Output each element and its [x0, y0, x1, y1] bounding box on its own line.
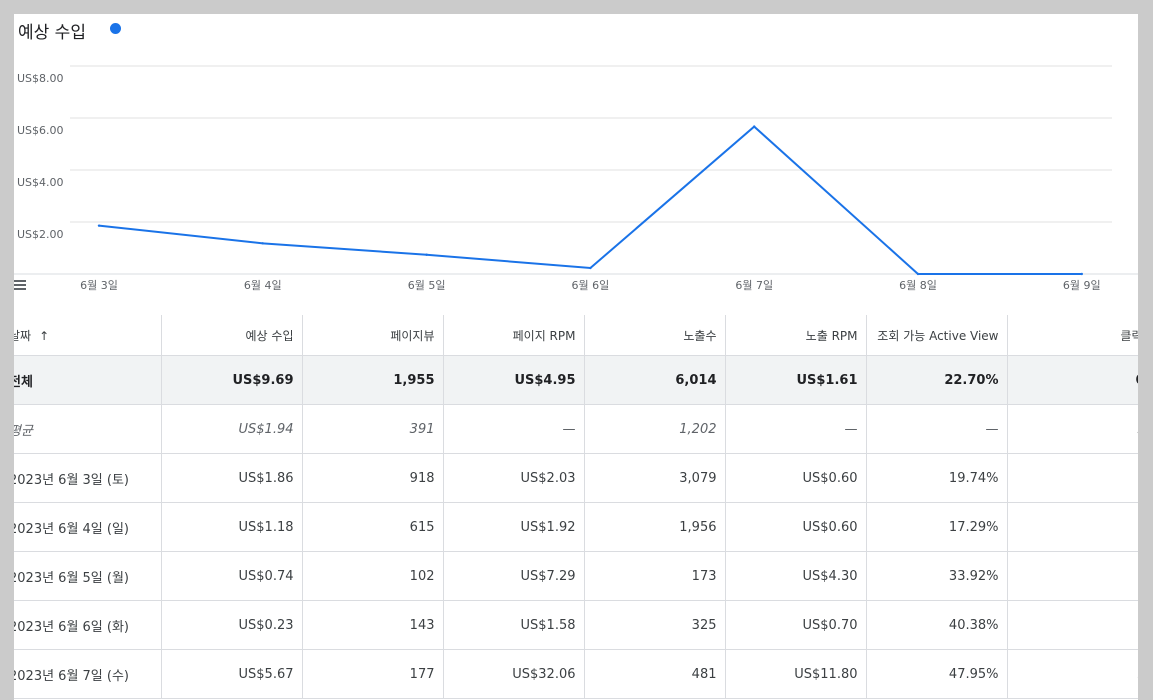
header-page-views[interactable]: 페이지뷰 [302, 315, 444, 356]
data-point [1080, 272, 1084, 276]
table-cell: US$0.60 [725, 502, 867, 552]
table-cell: 2023년 6월 7일 (수) [14, 649, 162, 699]
table-cell: 615 [302, 502, 444, 552]
header-estimated-earnings[interactable]: 예상 수입 [161, 315, 303, 356]
header-clicks[interactable]: 클릭수 [1007, 315, 1138, 356]
table-cell: US$0.70 [725, 600, 867, 650]
table-cell: US$9.69 [161, 355, 303, 405]
table-cell: 40.38% [866, 600, 1008, 650]
table-cell: 391 [302, 404, 444, 454]
table-cell: 19.74% [866, 453, 1008, 503]
header-active-view[interactable]: 조회 가능 Active View [866, 315, 1008, 356]
table-cell: — [866, 404, 1008, 454]
table-row: 2023년 6월 3일 (토) US$1.86 918 US$2.03 3,07… [14, 453, 1138, 503]
table-cell: US$5.67 [161, 649, 303, 699]
table-cell: US$32.06 [443, 649, 585, 699]
table-cell: US$1.86 [161, 453, 303, 503]
table-cell: 177 [302, 649, 444, 699]
table-cell: 33.92% [866, 551, 1008, 601]
table-cell: 1,956 [584, 502, 726, 552]
table-cell: US$1.58 [443, 600, 585, 650]
table-cell: — [725, 404, 867, 454]
data-point [753, 125, 756, 128]
table-cell: US$11.80 [725, 649, 867, 699]
table-cell: US$1.94 [161, 404, 303, 454]
table-cell: 4 [1007, 600, 1138, 650]
y-tick-label: US$2.00 [17, 228, 64, 241]
table-cell: 2023년 6월 5일 (월) [14, 551, 162, 601]
series-line [98, 125, 1082, 275]
x-tick-label: 6월 5일 [408, 278, 446, 292]
data-point [261, 242, 264, 245]
data-point [97, 224, 101, 227]
table-cell: 143 [302, 600, 444, 650]
table-cell: US$4.30 [725, 551, 867, 601]
table-cell: — [443, 404, 585, 454]
y-tick-label: US$8.00 [17, 72, 64, 85]
table-cell: 1,955 [302, 355, 444, 405]
menu-icon[interactable] [14, 280, 26, 291]
chart-title: 예상 수입 [18, 23, 86, 43]
table-row: 2023년 6월 6일 (화) US$0.23 143 US$1.58 325 … [14, 600, 1138, 650]
table-cell: 1,202 [584, 404, 726, 454]
header-impression-rpm[interactable]: 노출 RPM [725, 315, 867, 356]
table-cell: US$0.23 [161, 600, 303, 650]
table-cell: 5 [1007, 551, 1138, 601]
x-tick-label: 6월 9일 [1063, 278, 1101, 292]
table-cell: US$7.29 [443, 551, 585, 601]
data-point [916, 272, 920, 276]
table-cell: 17 [1007, 502, 1138, 552]
header-page-rpm[interactable]: 페이지 RPM [443, 315, 585, 356]
table-cell: 3,079 [584, 453, 726, 503]
data-point [589, 266, 592, 270]
y-tick-label: US$4.00 [17, 176, 64, 189]
earnings-chart: US$2.00 US$4.00 US$6.00 US$8.00 6월 3일 6월 4일 6월… [14, 65, 1138, 292]
legend-dot [110, 23, 121, 34]
table-cell: 2023년 6월 3일 (토) [14, 453, 162, 503]
table-cell: US$0.60 [725, 453, 867, 503]
table-cell: US$2.03 [443, 453, 585, 503]
x-tick-label: 6월 6일 [572, 278, 610, 292]
average-row: 평균 US$1.94 391 — 1,202 — — 12 [14, 404, 1138, 454]
table-cell: US$1.92 [443, 502, 585, 552]
report-panel: 예상 수입 US$2.00 US$4.00 US$6.00 US$8.00 6월 3일 6… [14, 14, 1138, 700]
table-header-row: 날짜↑ 예상 수입 페이지뷰 페이지 RPM 노출수 노출 RPM 조회 가능 … [14, 315, 1138, 356]
table-cell: 325 [584, 600, 726, 650]
table-cell: 17.29% [866, 502, 1008, 552]
table-cell: 12 [1007, 404, 1138, 454]
table-cell: 20 [1007, 649, 1138, 699]
data-point [425, 253, 428, 256]
table-cell: 18 [1007, 453, 1138, 503]
table-cell: 전체 [14, 355, 162, 405]
x-tick-label: 6월 7일 [735, 278, 773, 292]
table-cell: 평균 [14, 404, 162, 454]
total-row: 전체 US$9.69 1,955 US$4.95 6,014 US$1.61 2… [14, 355, 1138, 405]
table-cell: 2023년 6월 4일 (일) [14, 502, 162, 552]
x-tick-label: 6월 4일 [244, 278, 282, 292]
table-cell: 481 [584, 649, 726, 699]
table-cell: 2023년 6월 6일 (화) [14, 600, 162, 650]
table-cell: US$4.95 [443, 355, 585, 405]
table-cell: 22.70% [866, 355, 1008, 405]
header-date[interactable]: 날짜↑ [14, 315, 162, 356]
table-row: 2023년 6월 5일 (월) US$0.74 102 US$7.29 173 … [14, 551, 1138, 601]
table-cell: 47.95% [866, 649, 1008, 699]
table-cell: US$0.74 [161, 551, 303, 601]
y-tick-label: US$6.00 [17, 124, 64, 137]
table-cell: 64 [1007, 355, 1138, 405]
table-row: 2023년 6월 7일 (수) US$5.67 177 US$32.06 481… [14, 649, 1138, 699]
table-cell: 102 [302, 551, 444, 601]
table-cell: 918 [302, 453, 444, 503]
sort-ascending-icon[interactable]: ↑ [39, 328, 50, 343]
x-tick-label: 6월 3일 [80, 278, 118, 292]
table-cell: 6,014 [584, 355, 726, 405]
table-cell: US$1.61 [725, 355, 867, 405]
table-row: 2023년 6월 4일 (일) US$1.18 615 US$1.92 1,95… [14, 502, 1138, 552]
x-tick-label: 6월 8일 [899, 278, 937, 292]
table-cell: US$1.18 [161, 502, 303, 552]
report-table: 날짜↑ 예상 수입 페이지뷰 페이지 RPM 노출수 노출 RPM 조회 가능 … [14, 315, 1138, 699]
table-cell: 173 [584, 551, 726, 601]
header-impressions[interactable]: 노출수 [584, 315, 726, 356]
